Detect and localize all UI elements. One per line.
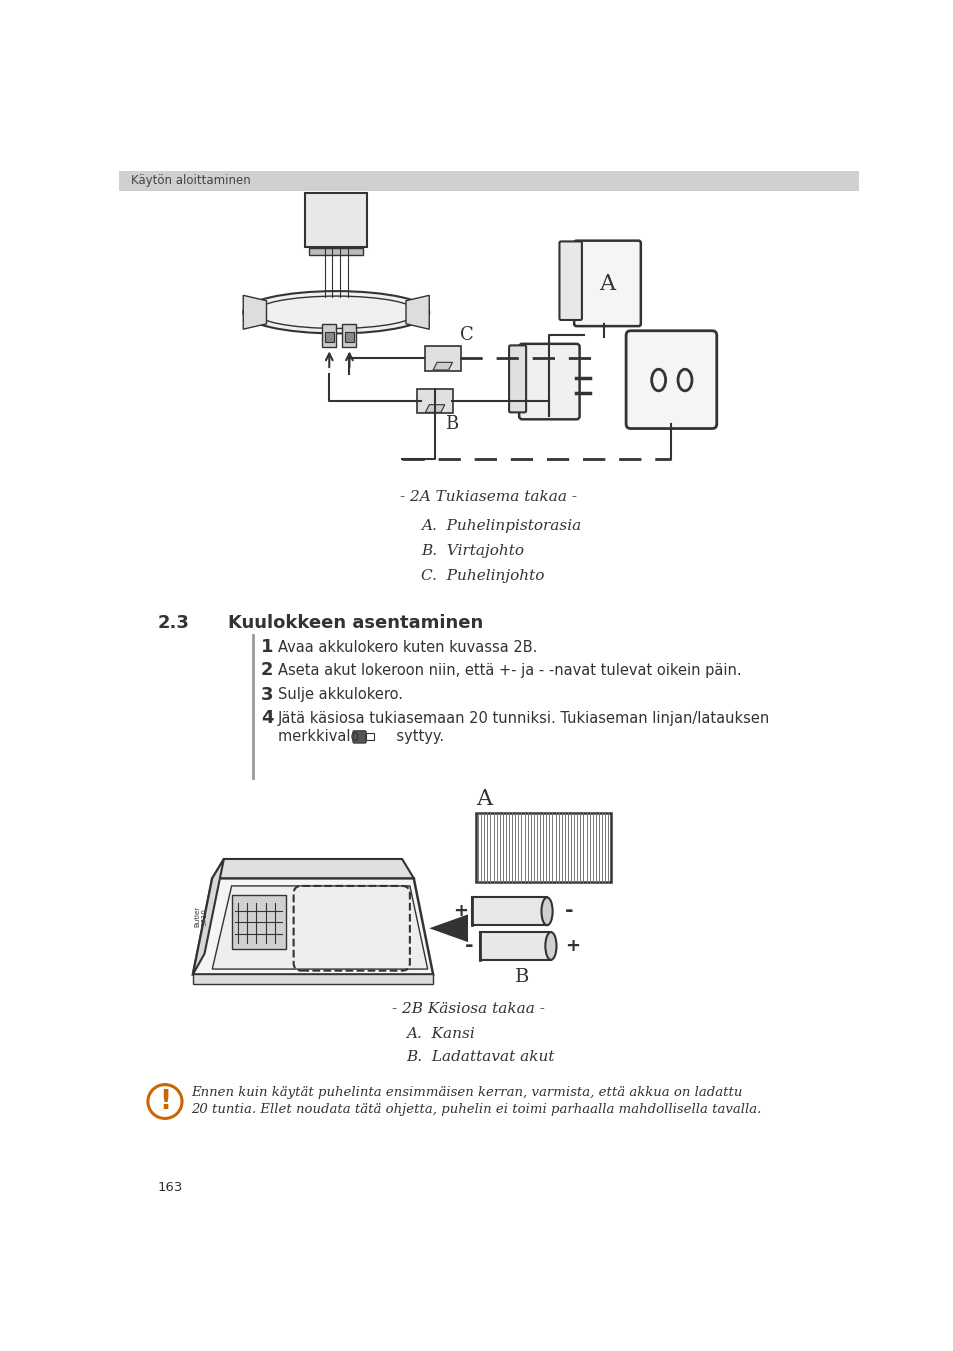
Bar [344,331,354,342]
Bar [342,324,356,347]
Polygon shape [193,974,433,985]
Text: 2: 2 [261,662,274,680]
Text: C: C [459,327,474,345]
Polygon shape [193,859,224,974]
Bar [309,249,363,254]
Text: +: + [564,938,579,955]
Text: merkkivalo        syttyy.: merkkivalo syttyy. [278,730,444,744]
FancyBboxPatch shape [472,897,546,925]
FancyBboxPatch shape [558,242,581,320]
Text: Kuulokkeen asentaminen: Kuulokkeen asentaminen [228,613,482,631]
Text: Butler
5710: Butler 5710 [193,907,207,927]
Text: A.  Kansi: A. Kansi [406,1027,475,1040]
Bar [119,172,858,192]
Bar [322,324,335,347]
Polygon shape [193,878,433,974]
Text: Ennen kuin käytät puhelinta ensimmäisen kerran, varmista, että akkua on ladattu: Ennen kuin käytät puhelinta ensimmäisen … [192,1086,742,1098]
FancyBboxPatch shape [574,240,640,326]
Text: A: A [598,273,615,295]
Polygon shape [425,405,444,412]
Text: 4: 4 [261,709,274,727]
Text: Jätä käsiosa tukiasemaan 20 tunniksi. Tukiaseman linjan/latauksen: Jätä käsiosa tukiasemaan 20 tunniksi. Tu… [278,711,770,725]
Circle shape [148,1085,182,1119]
Text: 163: 163 [158,1181,183,1194]
FancyBboxPatch shape [424,346,460,370]
Polygon shape [212,859,414,878]
Text: Avaa akkulokero kuten kuvassa 2B.: Avaa akkulokero kuten kuvassa 2B. [278,640,537,655]
Text: Aseta akut lokeroon niin, että +- ja - -navat tulevat oikein päin.: Aseta akut lokeroon niin, että +- ja - -… [278,663,741,678]
Text: B: B [444,415,457,432]
FancyBboxPatch shape [479,932,550,959]
Text: - 2A Tukiasema takaa -: - 2A Tukiasema takaa - [400,490,577,504]
Text: 1: 1 [261,638,274,657]
Text: -: - [464,936,473,957]
Bar [324,331,334,342]
Polygon shape [406,296,429,330]
Text: C.  Puhelinjohto: C. Puhelinjohto [421,569,544,582]
Text: 3: 3 [261,686,274,704]
Text: +: + [453,902,468,920]
Text: !: ! [159,1089,171,1115]
Text: 20 tuntia. Ellet noudata tätä ohjetta, puhelin ei toimi parhaalla mahdollisella : 20 tuntia. Ellet noudata tätä ohjetta, p… [192,1102,760,1116]
Bar [476,813,611,882]
FancyBboxPatch shape [625,331,716,428]
Text: A.  Puhelinpistorasia: A. Puhelinpistorasia [421,519,581,534]
Bar [232,896,286,948]
Ellipse shape [541,897,552,925]
Text: B: B [515,967,529,986]
Text: Käytön aloittaminen: Käytön aloittaminen [131,174,251,186]
FancyBboxPatch shape [416,389,453,413]
Text: 2.3: 2.3 [158,613,190,631]
Text: - 2B Käsiosa takaa -: - 2B Käsiosa takaa - [391,1002,544,1016]
Polygon shape [429,915,468,942]
Bar [366,732,374,740]
Polygon shape [433,362,452,370]
Polygon shape [212,886,427,969]
FancyBboxPatch shape [518,345,579,419]
Ellipse shape [545,932,556,959]
Ellipse shape [243,290,429,334]
FancyBboxPatch shape [305,193,367,247]
FancyBboxPatch shape [353,731,366,743]
Text: B.  Virtajohto: B. Virtajohto [421,544,524,558]
Text: B.  Ladattavat akut: B. Ladattavat akut [406,1050,554,1063]
Text: -: - [564,901,573,921]
FancyBboxPatch shape [509,346,525,412]
Polygon shape [243,296,266,330]
Text: A: A [476,788,491,809]
Text: Sulje akkulokero.: Sulje akkulokero. [278,688,403,703]
